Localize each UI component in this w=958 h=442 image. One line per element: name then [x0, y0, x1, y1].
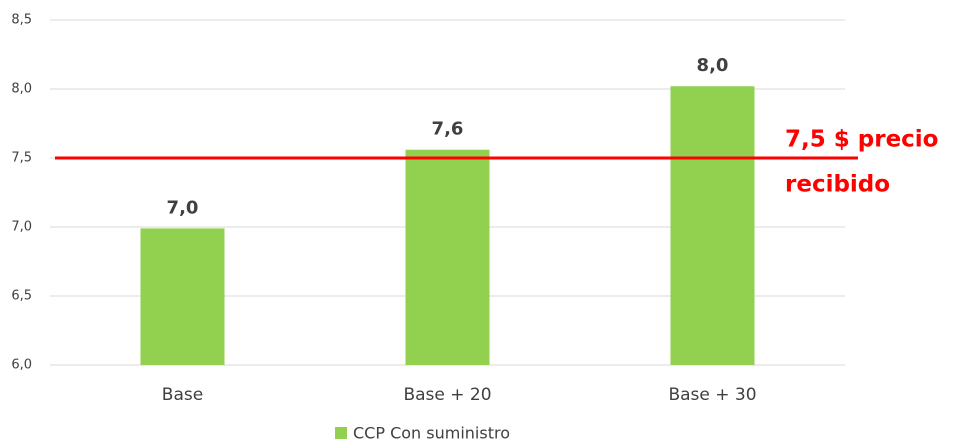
bar [405, 149, 490, 365]
legend-swatch [335, 427, 347, 439]
value-label: 7,6 [432, 119, 464, 140]
x-tick-label: Base + 20 [403, 385, 491, 405]
y-tick-label: 6,5 [11, 289, 32, 304]
annotation: recibido [785, 172, 890, 198]
annotation: 7,5 $ precio [785, 127, 939, 153]
bar [140, 228, 225, 365]
y-tick-label: 7,0 [11, 220, 32, 235]
y-tick-label: 6,0 [11, 358, 32, 373]
y-tick-label: 8,0 [11, 82, 32, 97]
x-tick-label: Base + 30 [668, 385, 756, 405]
y-tick-label: 8,5 [11, 13, 32, 28]
value-label: 7,0 [167, 197, 199, 218]
y-tick-label: 7,5 [11, 151, 32, 166]
x-tick-label: Base [162, 385, 203, 405]
bar [670, 86, 755, 366]
value-label: 8,0 [697, 55, 729, 76]
legend-label: CCP Con suministro [353, 424, 510, 442]
